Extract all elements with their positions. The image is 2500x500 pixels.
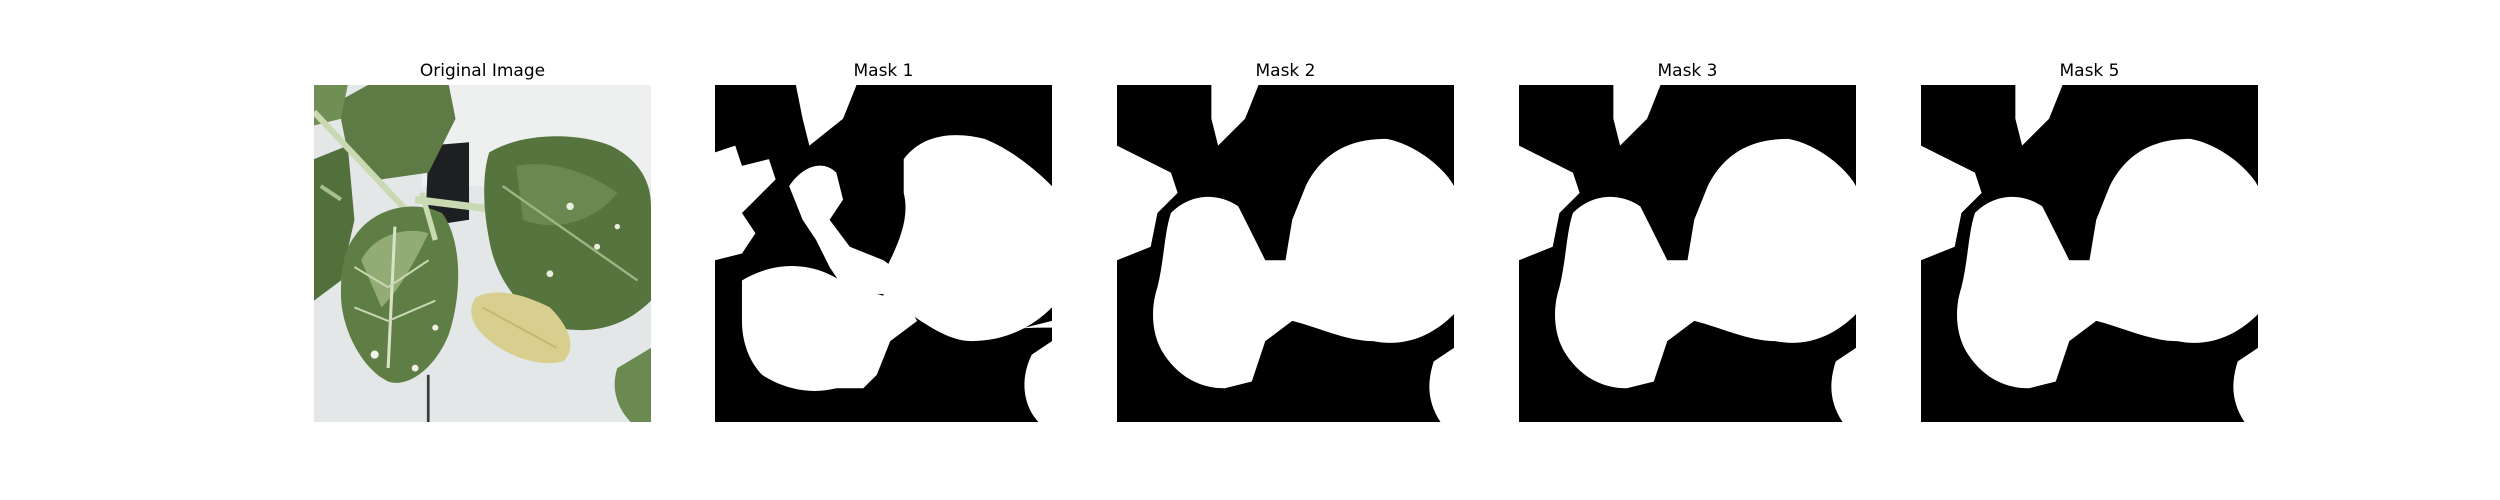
mask-image [1117, 85, 1454, 422]
panel-mask-5: Mask 5 [1921, 58, 2258, 428]
mask-image [1921, 85, 2258, 422]
panel-mask-3: Mask 3 [1519, 58, 1856, 428]
original-plant-photo [314, 85, 651, 422]
mask-image [1519, 85, 1856, 422]
panel-mask-1: Mask 1 [715, 58, 1052, 428]
panel-title: Mask 5 [2059, 61, 2120, 81]
mask-image [715, 85, 1052, 422]
panel-title: Mask 2 [1255, 61, 1316, 81]
panel-original-image: Original Image [314, 58, 651, 428]
panel-title: Original Image [419, 61, 546, 81]
panel-title: Mask 3 [1657, 61, 1718, 81]
panel-mask-2: Mask 2 [1117, 58, 1454, 428]
panel-title: Mask 1 [853, 61, 914, 81]
